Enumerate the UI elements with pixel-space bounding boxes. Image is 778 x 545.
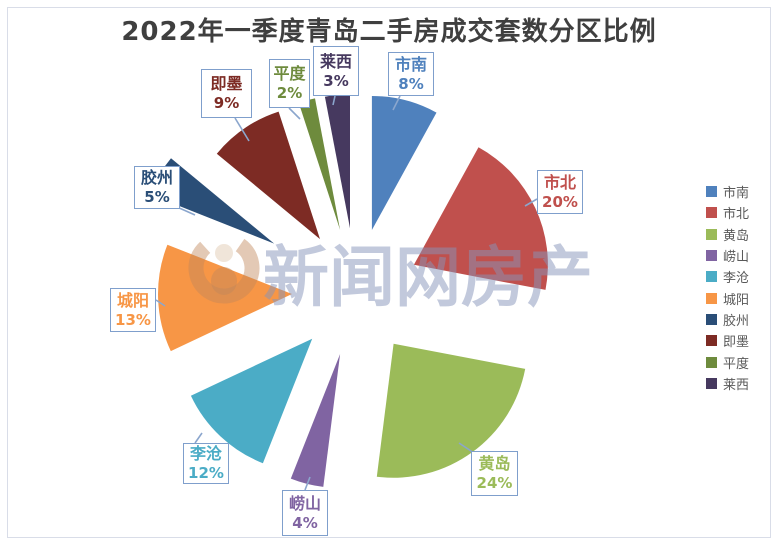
slice-label-0: 市南 8% [388, 52, 434, 96]
callout-tail-1 [524, 198, 538, 207]
legend-item-6: 胶州 [706, 309, 749, 330]
legend-swatch-icon [706, 292, 717, 304]
slice-label-value: 2% [276, 84, 303, 103]
slice-label-name: 黄岛 [478, 454, 511, 474]
legend-label: 崂山 [723, 250, 750, 266]
slice-label-name: 崂山 [288, 493, 321, 513]
slice-label-name: 莱西 [319, 51, 352, 71]
legend-label: 平度 [723, 356, 750, 372]
slice-label-value: 13% [115, 310, 151, 329]
legend-item-1: 市北 [706, 202, 749, 223]
pie-slice-6 [149, 158, 275, 244]
slice-label-name: 即墨 [210, 74, 243, 94]
slice-label-name: 胶州 [140, 168, 173, 188]
slice-label-value: 3% [323, 71, 349, 90]
slice-label-value: 12% [188, 464, 224, 483]
slice-label-5: 城阳 13% [110, 288, 156, 332]
legend-swatch-icon [706, 250, 717, 262]
pie-slice-4 [190, 338, 313, 464]
legend-item-5: 城阳 [706, 287, 749, 308]
slice-label-1: 市北 20% [537, 170, 583, 214]
legend-item-3: 崂山 [706, 245, 749, 266]
slice-label-name: 市南 [394, 54, 427, 74]
legend-item-2: 黄岛 [706, 224, 749, 245]
slice-label-value: 4% [292, 513, 318, 532]
legend-swatch-icon [706, 313, 717, 325]
pie-slice-3 [290, 354, 341, 487]
callout-tail-4 [194, 432, 203, 444]
legend-swatch-icon [706, 271, 717, 283]
slice-label-value: 9% [213, 94, 240, 113]
slice-label-name: 城阳 [116, 290, 149, 310]
pie-slice-5 [158, 244, 292, 352]
callout-tail-5 [155, 299, 166, 307]
legend-item-9: 莱西 [706, 373, 749, 394]
pie-slice-9 [324, 94, 350, 229]
slice-label-value: 20% [542, 192, 578, 211]
legend: 市南市北黄岛崂山李沧城阳胶州即墨平度莱西 [706, 181, 749, 394]
pie-slice-1 [413, 147, 548, 290]
legend-swatch-icon [706, 207, 717, 219]
legend-label: 城阳 [723, 292, 750, 308]
watermark-logo-icon [188, 232, 260, 304]
legend-label: 即墨 [723, 335, 750, 351]
callout-tail-3 [304, 476, 311, 491]
chart-title: 2022年一季度青岛二手房成交套数分区比例 [121, 17, 657, 47]
legend-swatch-icon [706, 377, 717, 389]
legend-item-4: 李沧 [706, 266, 749, 287]
slice-label-6: 胶州 5% [134, 166, 180, 209]
legend-label: 胶州 [723, 313, 750, 329]
legend-label: 黄岛 [723, 228, 750, 244]
legend-swatch-icon [706, 356, 717, 368]
callout-tail-8 [288, 107, 301, 120]
callout-tail-9 [332, 95, 336, 106]
legend-swatch-icon [706, 186, 717, 198]
legend-label: 莱西 [723, 377, 750, 393]
legend-label: 市北 [723, 207, 750, 223]
slice-label-name: 市北 [543, 172, 576, 192]
callout-tail-7 [234, 117, 250, 142]
legend-label: 市南 [723, 186, 750, 202]
legend-label: 李沧 [723, 271, 750, 287]
legend-item-7: 即墨 [706, 330, 749, 351]
slice-label-4: 李沧 12% [183, 443, 229, 484]
slice-label-8: 平度 2% [269, 59, 310, 108]
pie-slice-8 [298, 98, 341, 231]
slice-label-7: 即墨 9% [201, 69, 252, 118]
legend-swatch-icon [706, 228, 717, 240]
callout-tail-0 [392, 95, 401, 111]
slice-label-3: 崂山 4% [282, 490, 328, 536]
slice-label-value: 24% [476, 474, 513, 493]
legend-item-0: 市南 [706, 181, 749, 202]
slice-label-value: 8% [398, 74, 424, 93]
legend-item-8: 平度 [706, 351, 749, 372]
pie-slice-7 [216, 111, 320, 240]
slice-label-2: 黄岛 24% [471, 451, 518, 496]
pie-slice-2 [376, 343, 526, 478]
slice-label-name: 平度 [273, 64, 306, 84]
callout-tail-6 [176, 206, 196, 216]
pie-slice-0 [371, 96, 437, 230]
slice-label-value: 5% [144, 188, 170, 207]
slice-label-9: 莱西 3% [313, 46, 359, 96]
legend-swatch-icon [706, 335, 717, 347]
slice-label-name: 李沧 [189, 444, 222, 464]
